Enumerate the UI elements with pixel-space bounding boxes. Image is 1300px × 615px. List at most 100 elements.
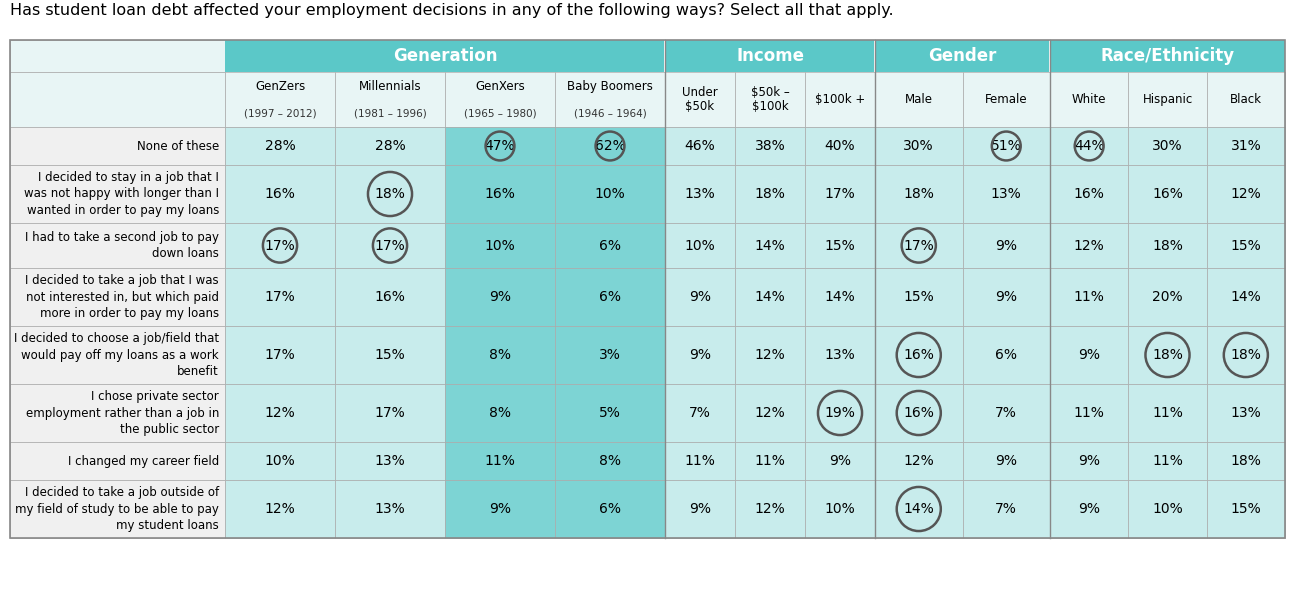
Text: 12%: 12% (265, 406, 295, 420)
Text: 28%: 28% (374, 139, 406, 153)
Text: 9%: 9% (689, 502, 711, 516)
Text: 15%: 15% (374, 348, 406, 362)
Bar (335, 223, 445, 268)
Bar (805, 442, 875, 480)
Text: None of these: None of these (136, 140, 218, 153)
Text: Female: Female (985, 93, 1027, 106)
Bar (666, 127, 734, 165)
Text: 12%: 12% (754, 502, 785, 516)
Bar (1050, 165, 1128, 223)
Text: 6%: 6% (599, 239, 621, 253)
Bar (225, 384, 335, 442)
Bar (875, 127, 962, 165)
Bar (555, 442, 666, 480)
Text: 17%: 17% (374, 406, 406, 420)
Bar (1206, 72, 1284, 127)
Bar (1050, 480, 1128, 538)
Text: 16%: 16% (265, 187, 295, 201)
Bar (962, 384, 1050, 442)
Bar (805, 480, 875, 538)
Bar (734, 223, 805, 268)
Bar (666, 384, 734, 442)
Bar (10, 40, 1284, 538)
Text: 15%: 15% (1231, 239, 1261, 253)
Bar (10, 268, 225, 326)
Bar (1050, 223, 1128, 268)
Text: 18%: 18% (903, 187, 935, 201)
Bar (666, 268, 734, 326)
Bar (10, 72, 225, 127)
Text: 20%: 20% (1152, 290, 1183, 304)
Text: Hispanic: Hispanic (1143, 93, 1192, 106)
Bar (734, 326, 805, 384)
Bar (1050, 442, 1128, 480)
Bar (875, 384, 962, 442)
Bar (445, 127, 555, 165)
Bar (555, 165, 666, 223)
Bar (225, 480, 335, 538)
Text: 8%: 8% (489, 406, 511, 420)
Bar (1206, 326, 1284, 384)
Bar (805, 165, 875, 223)
Bar (1128, 442, 1206, 480)
Text: Income: Income (736, 47, 803, 65)
Text: 17%: 17% (265, 348, 295, 362)
Text: 7%: 7% (996, 502, 1017, 516)
Text: 12%: 12% (903, 454, 935, 468)
Bar (335, 165, 445, 223)
Text: Under
$50k: Under $50k (682, 85, 718, 114)
Bar (10, 384, 225, 442)
Bar (1206, 480, 1284, 538)
Bar (335, 442, 445, 480)
Text: 28%: 28% (265, 139, 295, 153)
Bar (335, 127, 445, 165)
Bar (445, 165, 555, 223)
Text: 14%: 14% (1231, 290, 1261, 304)
Text: 16%: 16% (374, 290, 406, 304)
Text: 46%: 46% (685, 139, 715, 153)
Bar (805, 223, 875, 268)
Bar (666, 223, 734, 268)
Bar (225, 223, 335, 268)
Bar (225, 326, 335, 384)
Bar (1050, 384, 1128, 442)
Text: 30%: 30% (903, 139, 935, 153)
Bar (875, 442, 962, 480)
Bar (962, 326, 1050, 384)
Text: White: White (1072, 93, 1106, 106)
Text: 10%: 10% (685, 239, 715, 253)
Bar (734, 442, 805, 480)
Text: 18%: 18% (754, 187, 785, 201)
Bar (664, 40, 666, 72)
Text: 9%: 9% (489, 290, 511, 304)
Text: 14%: 14% (754, 239, 785, 253)
Text: (1946 – 1964): (1946 – 1964) (573, 109, 646, 119)
Bar (875, 72, 962, 127)
Text: 40%: 40% (824, 139, 855, 153)
Bar (875, 268, 962, 326)
Text: 10%: 10% (1152, 502, 1183, 516)
Text: Baby Boomers: Baby Boomers (567, 80, 653, 93)
Text: 15%: 15% (824, 239, 855, 253)
Bar (10, 165, 225, 223)
Text: $100k +: $100k + (815, 93, 865, 106)
Text: I decided to take a job outside of
my field of study to be able to pay
my studen: I decided to take a job outside of my fi… (16, 486, 218, 532)
Bar (555, 480, 666, 538)
Text: 9%: 9% (996, 454, 1017, 468)
Text: 19%: 19% (824, 406, 855, 420)
Bar (1206, 268, 1284, 326)
Bar (805, 72, 875, 127)
Bar (225, 72, 335, 127)
Text: Male: Male (905, 93, 933, 106)
Bar (666, 40, 875, 72)
Bar (734, 72, 805, 127)
Text: 9%: 9% (689, 348, 711, 362)
Text: 15%: 15% (903, 290, 935, 304)
Bar (1206, 127, 1284, 165)
Bar (445, 480, 555, 538)
Text: 44%: 44% (1074, 139, 1105, 153)
Text: 9%: 9% (829, 454, 852, 468)
Text: 13%: 13% (374, 454, 406, 468)
Text: 16%: 16% (485, 187, 515, 201)
Text: 17%: 17% (265, 239, 295, 253)
